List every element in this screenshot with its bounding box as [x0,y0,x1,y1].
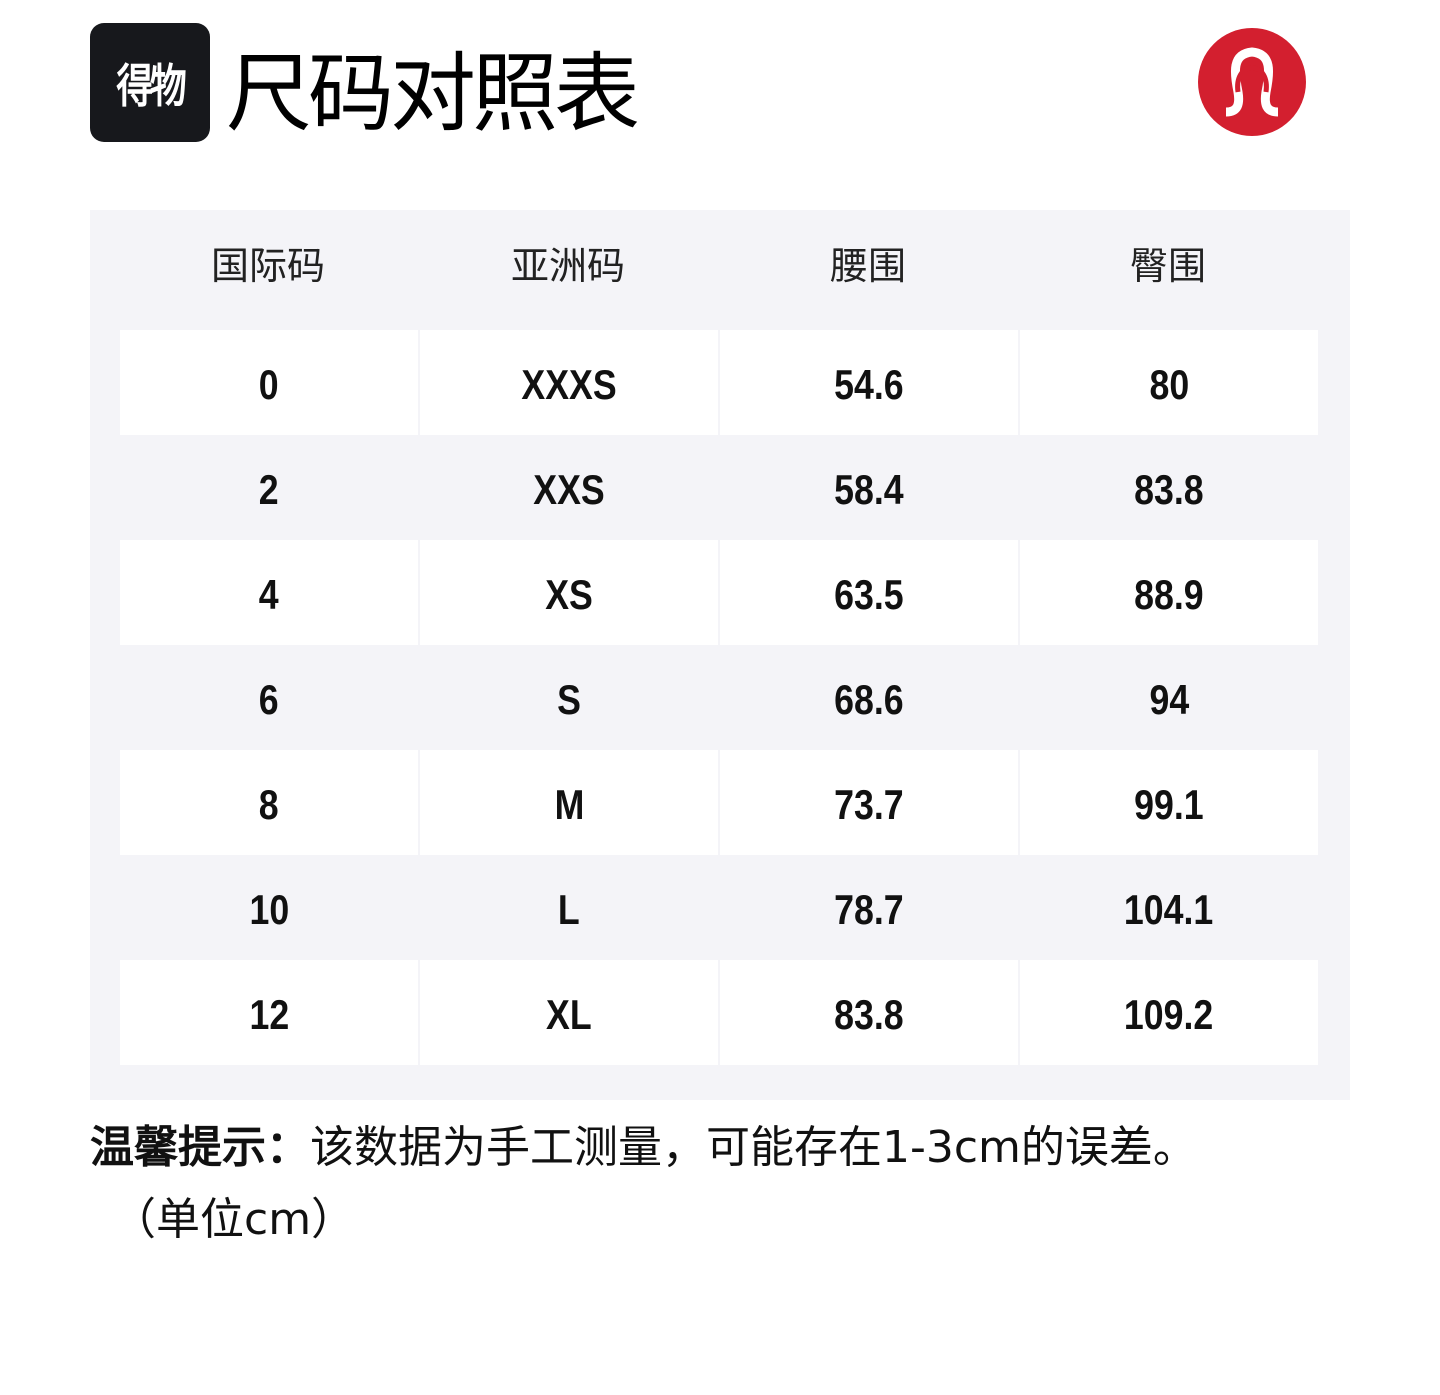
cell-value: L [558,886,580,933]
table-cell: 94 [1020,645,1318,750]
table-row: 4 XS 63.5 88.9 [120,540,1318,645]
cell-value: 109.2 [1124,991,1214,1038]
size-table: 国际码 亚洲码 腰围 臀围 0 XXXS 54.6 80 2 XXS 58.4 83.8 4 XS… [90,210,1350,1100]
cell-value: 80 [1149,361,1189,408]
table-row: 2 XXS 58.4 83.8 [120,435,1318,540]
table-cell: XXS [420,435,718,540]
table-cell: 8 [120,750,418,855]
table-cell: 0 [120,330,418,435]
table-row: 6 S 68.6 94 [120,645,1318,750]
table-row: 10 L 78.7 104.1 [120,855,1318,960]
cell-value: 8 [259,781,279,828]
column-header: 国际码 [210,244,325,288]
table-row: 0 XXXS 54.6 80 [120,330,1318,435]
cell-value: XXS [533,466,605,513]
table-cell: 63.5 [720,540,1018,645]
cell-value: XXXS [521,361,617,408]
unit-note: （单位cm） [112,1194,356,1245]
cell-value: 88.9 [1134,571,1204,618]
cell-value: XS [545,571,593,618]
column-header: 臀围 [1129,244,1206,288]
table-cell: 73.7 [720,750,1018,855]
column-header: 腰围 [829,244,906,288]
column-header: 亚洲码 [510,244,625,288]
table-cell: 6 [120,645,418,750]
cell-value: 63.5 [834,571,904,618]
table-cell: 99.1 [1020,750,1318,855]
table-cell: 10 [120,855,418,960]
cell-value: 99.1 [1134,781,1204,828]
table-cell: 4 [120,540,418,645]
table-header: 国际码 亚洲码 腰围 臀围 [118,210,1318,330]
cell-value: 73.7 [834,781,904,828]
cell-value: 4 [259,571,279,618]
cell-value: 0 [259,361,279,408]
dewu-logo: 得物 [90,23,210,142]
table-cell: L [420,855,718,960]
table-row: 12 XL 83.8 109.2 [120,960,1318,1065]
cell-value: 54.6 [834,361,904,408]
cell-value: 83.8 [1134,466,1204,513]
table-cell: 83.8 [720,960,1018,1065]
cell-value: 12 [249,991,289,1038]
lululemon-logo [1198,28,1306,136]
cell-value: M [554,781,584,828]
table-row: 8 M 73.7 99.1 [120,750,1318,855]
cell-value: 6 [259,676,279,723]
table-cell: 2 [120,435,418,540]
page-title: 尺码对照表 [226,44,640,144]
cell-value: 104.1 [1124,886,1214,933]
table-cell: 80 [1020,330,1318,435]
cell-value: 58.4 [834,466,904,513]
cell-value: 94 [1149,676,1189,723]
table-cell: 83.8 [1020,435,1318,540]
cell-value: 2 [259,466,279,513]
tip-label: 温馨提示： [90,1122,310,1173]
table-cell: 109.2 [1020,960,1318,1065]
table-cell: 104.1 [1020,855,1318,960]
cell-value: 10 [249,886,289,933]
table-cell: XXXS [420,330,718,435]
cell-value: S [557,676,581,723]
table-cell: M [420,750,718,855]
cell-value: XL [546,991,592,1038]
table-cell: 88.9 [1020,540,1318,645]
cell-value: 68.6 [834,676,904,723]
tip-text: 该数据为手工测量，可能存在1-3cm的误差。 [310,1122,1197,1173]
table-cell: S [420,645,718,750]
table-cell: XL [420,960,718,1065]
cell-value: 83.8 [834,991,904,1038]
table-cell: 78.7 [720,855,1018,960]
table-cell: XS [420,540,718,645]
table-cell: 54.6 [720,330,1018,435]
tip-note: 温馨提示：该数据为手工测量，可能存在1-3cm的误差。 [90,1118,1197,1178]
table-cell: 68.6 [720,645,1018,750]
table-cell: 12 [120,960,418,1065]
table-cell: 58.4 [720,435,1018,540]
cell-value: 78.7 [834,886,904,933]
